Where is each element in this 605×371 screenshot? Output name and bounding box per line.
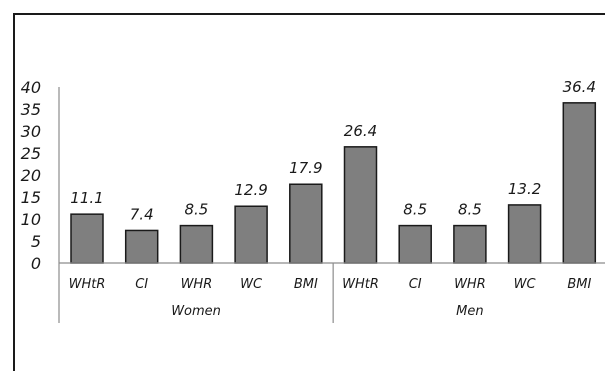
bar-9 [562, 102, 597, 264]
data-label-3: 12.9 [234, 181, 267, 199]
bar-3 [234, 205, 268, 264]
y-tick-label-0: 0 [31, 254, 41, 273]
bar-6 [398, 224, 432, 264]
y-tick-label-25: 25 [21, 144, 41, 163]
x-category-label-4: BMI [294, 277, 318, 292]
data-label-4: 17.9 [289, 159, 322, 177]
data-label-8: 13.2 [508, 180, 541, 198]
bar-4 [289, 183, 323, 264]
y-tick-label-20: 20 [21, 166, 41, 185]
bar-2 [179, 224, 214, 264]
data-label-9: 36.4 [563, 78, 596, 96]
data-label-5: 26.4 [344, 122, 377, 140]
x-category-label-2: WHR [181, 277, 213, 292]
bar-5 [343, 146, 378, 264]
figure-border [13, 13, 605, 371]
y-tick-label-30: 30 [21, 122, 41, 141]
bar-0 [70, 213, 104, 264]
y-tick-label-15: 15 [21, 188, 41, 207]
x-category-label-9: BMI [567, 277, 591, 292]
bar-1 [124, 229, 159, 264]
bar-7 [453, 224, 487, 264]
data-label-2: 8.5 [184, 201, 208, 219]
y-tick-label-35: 35 [21, 100, 41, 119]
x-category-label-7: WHR [454, 277, 486, 292]
x-category-label-5: WHtR [342, 277, 379, 292]
data-label-0: 11.1 [70, 189, 103, 207]
y-tick-label-5: 5 [31, 232, 41, 251]
x-category-label-6: CI [409, 277, 422, 292]
x-category-label-3: WC [240, 277, 263, 292]
bar-chart: 0 5 10 15 20 25 30 35 40 11.1 7.4 8.5 12.9 17.9 26.4 8.… [21, 78, 605, 323]
bar-8 [507, 204, 542, 264]
data-label-6: 8.5 [403, 201, 427, 219]
data-label-1: 7.4 [130, 205, 154, 223]
group-label-women: Women [171, 304, 221, 319]
y-tick-label-10: 10 [21, 210, 41, 229]
group-label-men: Men [456, 304, 483, 319]
x-category-label-0: WHtR [69, 277, 106, 292]
x-category-label-8: WC [514, 277, 537, 292]
x-category-label-1: CI [135, 277, 148, 292]
y-tick-label-40: 40 [21, 78, 41, 97]
data-label-7: 8.5 [458, 201, 482, 219]
